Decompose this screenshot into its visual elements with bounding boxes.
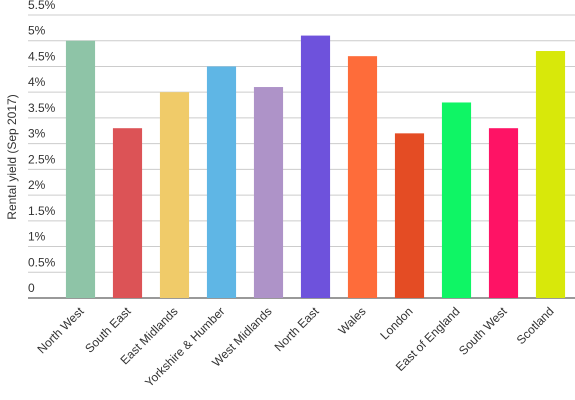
- y-tick-label: 5.5%: [28, 0, 56, 12]
- bar: [159, 92, 190, 298]
- bar: [206, 66, 237, 298]
- y-tick-label: 2.5%: [28, 152, 56, 166]
- x-tick-label: North West: [34, 304, 87, 357]
- x-tick-label: South West: [456, 304, 510, 358]
- y-axis-label: Rental yield (Sep 2017): [5, 94, 19, 219]
- bar: [535, 51, 566, 298]
- y-tick-label: 5%: [28, 24, 46, 38]
- y-tick-label: 3.5%: [28, 101, 56, 115]
- bar: [394, 133, 425, 298]
- bar: [488, 128, 519, 298]
- bar: [112, 128, 143, 298]
- y-tick-label: 1%: [28, 230, 46, 244]
- bar: [347, 56, 378, 298]
- x-tick-label: London: [377, 304, 415, 342]
- y-tick-label: 0.5%: [28, 255, 56, 269]
- y-tick-label: 4.5%: [28, 49, 56, 63]
- bar: [441, 102, 472, 299]
- y-tick-label: 1.5%: [28, 204, 56, 218]
- x-tick-label: Wales: [335, 304, 368, 337]
- x-tick-label: Yorkshire & Humber: [142, 304, 228, 390]
- x-tick-label: North East: [272, 304, 322, 354]
- y-tick-label: 4%: [28, 75, 46, 89]
- y-tick-label: 0: [28, 281, 35, 295]
- bar: [253, 87, 284, 298]
- x-tick-label: Scotland: [514, 304, 557, 347]
- y-tick-label: 3%: [28, 127, 46, 141]
- y-tick-label: 2%: [28, 178, 46, 192]
- bar: [300, 35, 331, 298]
- bar: [65, 40, 96, 299]
